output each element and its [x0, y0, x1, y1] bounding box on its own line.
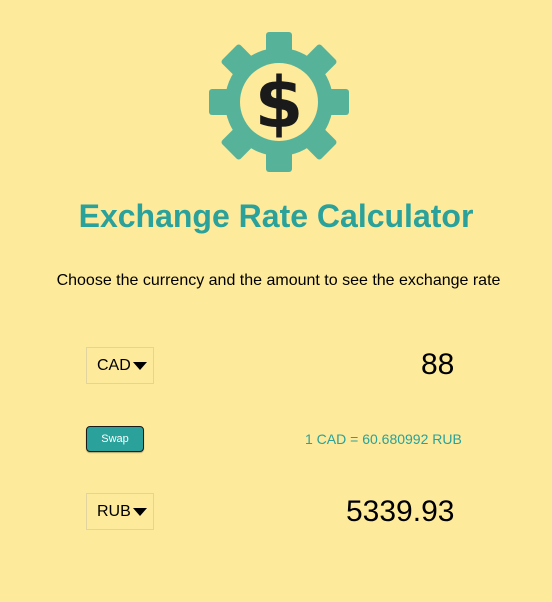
dollar-sign-icon: $: [255, 62, 304, 144]
rate-text: 1 CAD = 60.680992 RUB: [305, 431, 462, 447]
gear-icon: $: [209, 32, 349, 172]
from-currency-label: CAD: [97, 356, 131, 374]
caret-down-icon: [132, 361, 147, 370]
page-subtitle: Choose the currency and the amount to se…: [56, 272, 501, 289]
to-amount-input[interactable]: 5339.93: [346, 495, 455, 528]
swap-button[interactable]: Swap: [86, 426, 144, 452]
to-currency-label: RUB: [97, 502, 131, 520]
page-title: Exchange Rate Calculator: [78, 198, 474, 234]
dollar-gear-icon: $: [209, 32, 349, 172]
from-amount-input[interactable]: 88: [421, 348, 455, 381]
caret-down-icon: [132, 507, 147, 516]
from-currency-select[interactable]: CAD: [86, 347, 154, 384]
to-currency-select[interactable]: RUB: [86, 493, 154, 530]
